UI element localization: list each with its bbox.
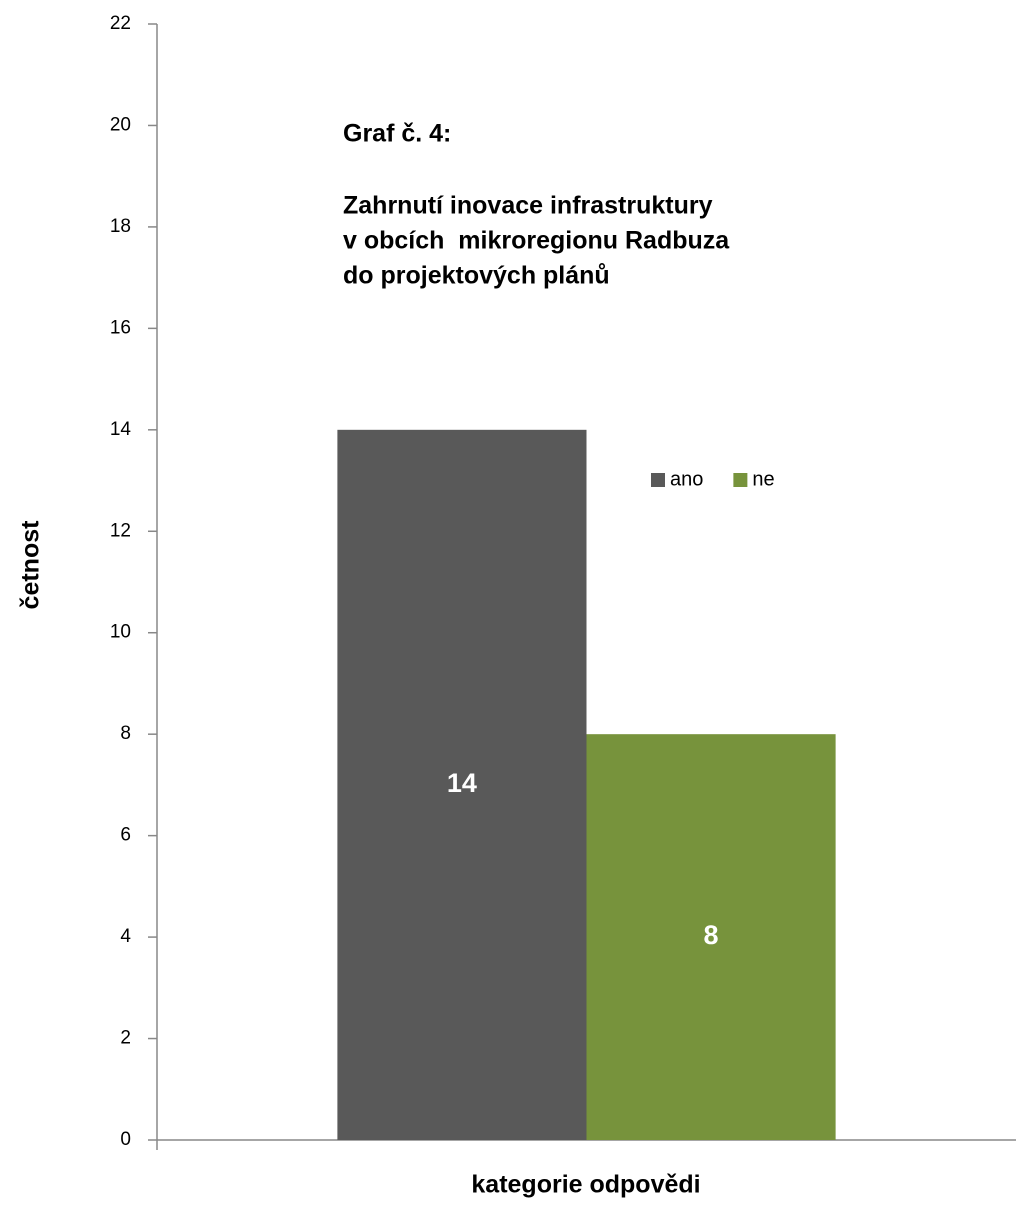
legend-label: ano (670, 468, 703, 490)
chart-subtitle: Zahrnutí inovace infrastruktury (343, 192, 713, 220)
bar (586, 734, 836, 1140)
chart-subtitle: do projektových plánů (343, 262, 610, 290)
legend-swatch (651, 473, 665, 487)
y-tick-label: 8 (120, 723, 131, 744)
chart-title: Graf č. 4: (343, 120, 451, 148)
value-label: 14 (447, 768, 477, 798)
value-label: 8 (704, 920, 719, 950)
y-tick-label: 4 (120, 926, 131, 947)
y-tick-label: 14 (110, 419, 132, 440)
chart-subtitle: v obcích mikroregionu Radbuza (343, 227, 730, 255)
y-tick-label: 2 (120, 1028, 131, 1049)
y-axis-title: četnost (17, 520, 45, 610)
y-tick-label: 18 (110, 216, 131, 237)
legend-swatch (733, 473, 748, 487)
y-tick-label: 22 (110, 13, 131, 34)
bar (337, 429, 587, 1140)
y-tick-label: 12 (110, 520, 131, 541)
y-tick-label: 10 (110, 622, 131, 643)
x-axis-title: kategorie odpovědi (471, 1171, 700, 1199)
legend-label: ne (752, 468, 774, 490)
y-tick-label: 6 (120, 825, 131, 846)
y-tick-label: 0 (120, 1129, 131, 1150)
y-tick-label: 20 (110, 114, 131, 135)
y-tick-label: 16 (110, 317, 131, 338)
